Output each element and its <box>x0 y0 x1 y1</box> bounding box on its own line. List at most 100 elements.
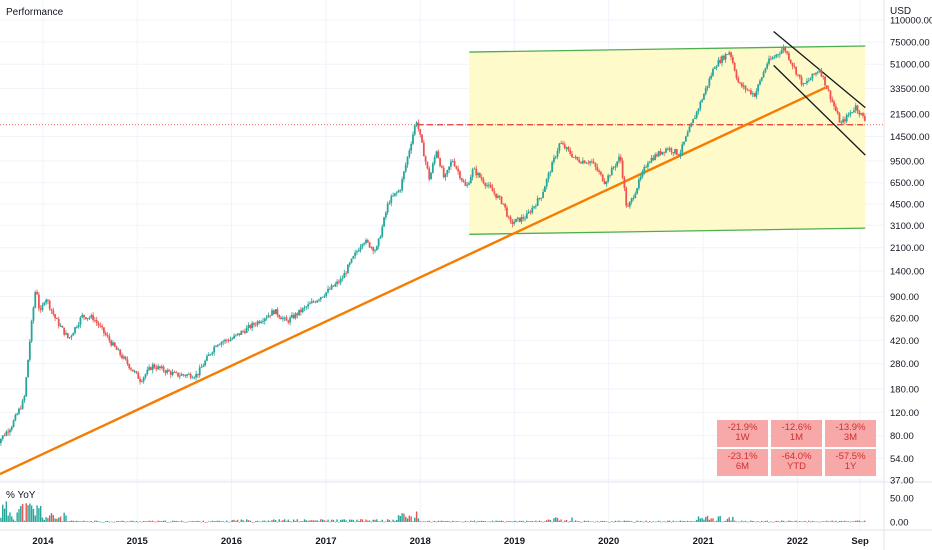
yoy-bar <box>826 520 828 522</box>
yoy-bar <box>686 520 689 522</box>
candle-body <box>370 247 373 248</box>
yoy-bar <box>583 520 586 522</box>
candle-body <box>572 156 575 158</box>
price-axis[interactable]: 110000.00 75000.00 51000.00 33500.00 21500.0… <box>890 16 932 487</box>
candle-body <box>186 374 188 377</box>
yoy-bar <box>862 521 864 523</box>
candle-body <box>713 67 716 69</box>
candle-body <box>18 408 20 414</box>
yoy-bar <box>166 521 168 523</box>
yoy-bar <box>142 521 145 522</box>
candle-body <box>672 152 675 154</box>
candle-body <box>804 83 807 84</box>
candle-body <box>581 160 584 164</box>
candle-body <box>576 156 579 160</box>
candle-body <box>587 162 590 164</box>
price-tick-label: 280.00 <box>890 359 919 370</box>
yoy-bar <box>32 508 35 522</box>
candle-body <box>462 180 465 182</box>
candle-body <box>280 317 282 320</box>
time-tick-label: 2022 <box>787 536 808 547</box>
yoy-bar <box>717 516 720 522</box>
yoy-bar <box>415 511 418 522</box>
time-tick-label: Sep <box>851 536 869 547</box>
yoy-bar <box>177 521 179 522</box>
yoy-bar <box>410 516 412 522</box>
yoy-bar <box>560 519 562 522</box>
yoy-bar <box>164 520 167 522</box>
candle-body <box>137 372 140 379</box>
yoy-bar <box>396 520 398 522</box>
yoy-bar <box>753 521 756 523</box>
yoy-bar <box>605 521 608 522</box>
yoy-bar <box>663 521 665 522</box>
yoy-bar <box>614 520 617 522</box>
yoy-label: % YoY <box>6 490 36 501</box>
yoy-bar <box>788 520 790 522</box>
yoy-bar <box>493 521 495 523</box>
candle-body <box>307 304 310 307</box>
candle-body <box>336 281 338 285</box>
candle-body <box>831 99 834 102</box>
yoy-bar <box>159 520 161 522</box>
yoy-bar <box>345 520 347 522</box>
yoy-bar <box>533 521 535 523</box>
yoy-bar <box>412 521 414 522</box>
candle-body <box>853 110 855 112</box>
yoy-bar <box>403 513 405 522</box>
yoy-bar <box>153 521 156 523</box>
candle-body <box>247 325 250 328</box>
candle-body <box>390 196 393 203</box>
yoy-bar <box>491 520 494 522</box>
candle-body <box>862 113 864 116</box>
candle-body <box>502 203 505 205</box>
candle-body <box>206 355 208 361</box>
yoy-bar <box>459 521 461 523</box>
candle-body <box>399 190 402 192</box>
candle-body <box>674 149 676 154</box>
time-axis[interactable]: 2014 2015 2016 2017 2018 2019 2020 2021 2022 Sep <box>32 536 869 547</box>
yoy-bar <box>368 520 371 522</box>
perf-cell-ytd: -64.0% YTD <box>771 449 822 476</box>
yoy-bar <box>802 521 805 523</box>
candle-body <box>679 152 682 156</box>
yoy-bar <box>811 521 814 522</box>
candle-body <box>27 359 29 378</box>
candle-body <box>863 115 866 121</box>
yoy-bar <box>509 521 512 522</box>
candle-body <box>677 154 680 156</box>
yoy-bar <box>676 521 678 523</box>
yoy-bar <box>265 521 268 523</box>
yoy-bar <box>441 520 443 522</box>
yoy-bar <box>715 520 718 522</box>
yoy-bar <box>661 521 664 523</box>
candle-body <box>844 119 846 122</box>
yoy-bar <box>399 515 402 522</box>
yoy-bar <box>45 517 47 522</box>
yoy-bar <box>255 520 257 522</box>
yoy-bar <box>840 520 842 522</box>
candle-body <box>670 148 673 153</box>
candle-body <box>515 218 517 223</box>
price-tick-label: 180.00 <box>890 385 919 396</box>
yoy-bar <box>621 521 624 522</box>
yoy-bar <box>327 519 329 522</box>
yoy-bar <box>672 520 674 522</box>
yoy-bar <box>518 520 521 522</box>
candle-body <box>384 212 387 218</box>
candle-body <box>820 70 823 77</box>
yoy-bar <box>780 520 783 522</box>
candle-body <box>806 80 808 84</box>
candle-body <box>341 278 344 279</box>
perf-cell-6m: -23.1% 6M <box>717 449 768 476</box>
candle-body <box>86 318 89 320</box>
candle-body <box>554 156 557 158</box>
yoy-bar <box>536 521 539 523</box>
candle-body <box>426 161 429 169</box>
candle-body <box>356 251 358 253</box>
time-tick-label: 2015 <box>127 536 149 547</box>
candle-body <box>108 336 111 341</box>
candle-body <box>162 366 165 371</box>
price-tick-label: 420.00 <box>890 336 919 347</box>
